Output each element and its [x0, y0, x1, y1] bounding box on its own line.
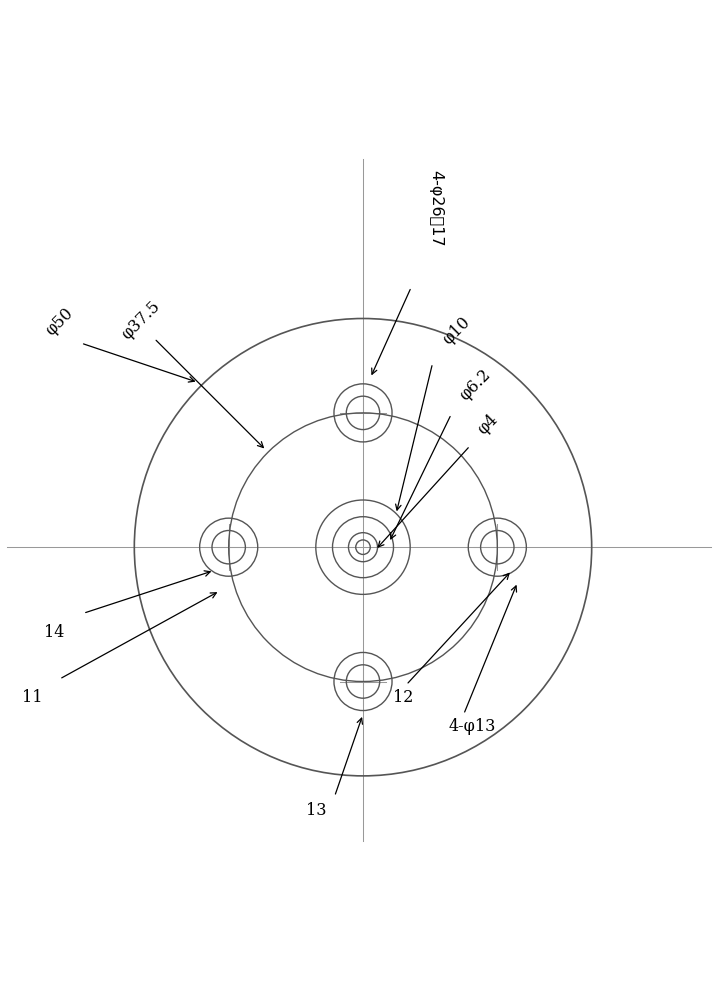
- Text: 4-φ26深17: 4-φ26深17: [428, 170, 443, 246]
- Text: 4-φ13: 4-φ13: [449, 718, 496, 735]
- Text: φ50: φ50: [42, 305, 76, 339]
- Text: 14: 14: [44, 624, 64, 641]
- Text: 13: 13: [306, 802, 327, 819]
- Text: φ4: φ4: [474, 410, 501, 438]
- Text: 12: 12: [393, 689, 414, 706]
- Text: φ37.5: φ37.5: [118, 297, 163, 343]
- Text: 11: 11: [22, 689, 42, 706]
- Text: φ6.2: φ6.2: [456, 366, 494, 404]
- Text: φ10: φ10: [439, 313, 473, 348]
